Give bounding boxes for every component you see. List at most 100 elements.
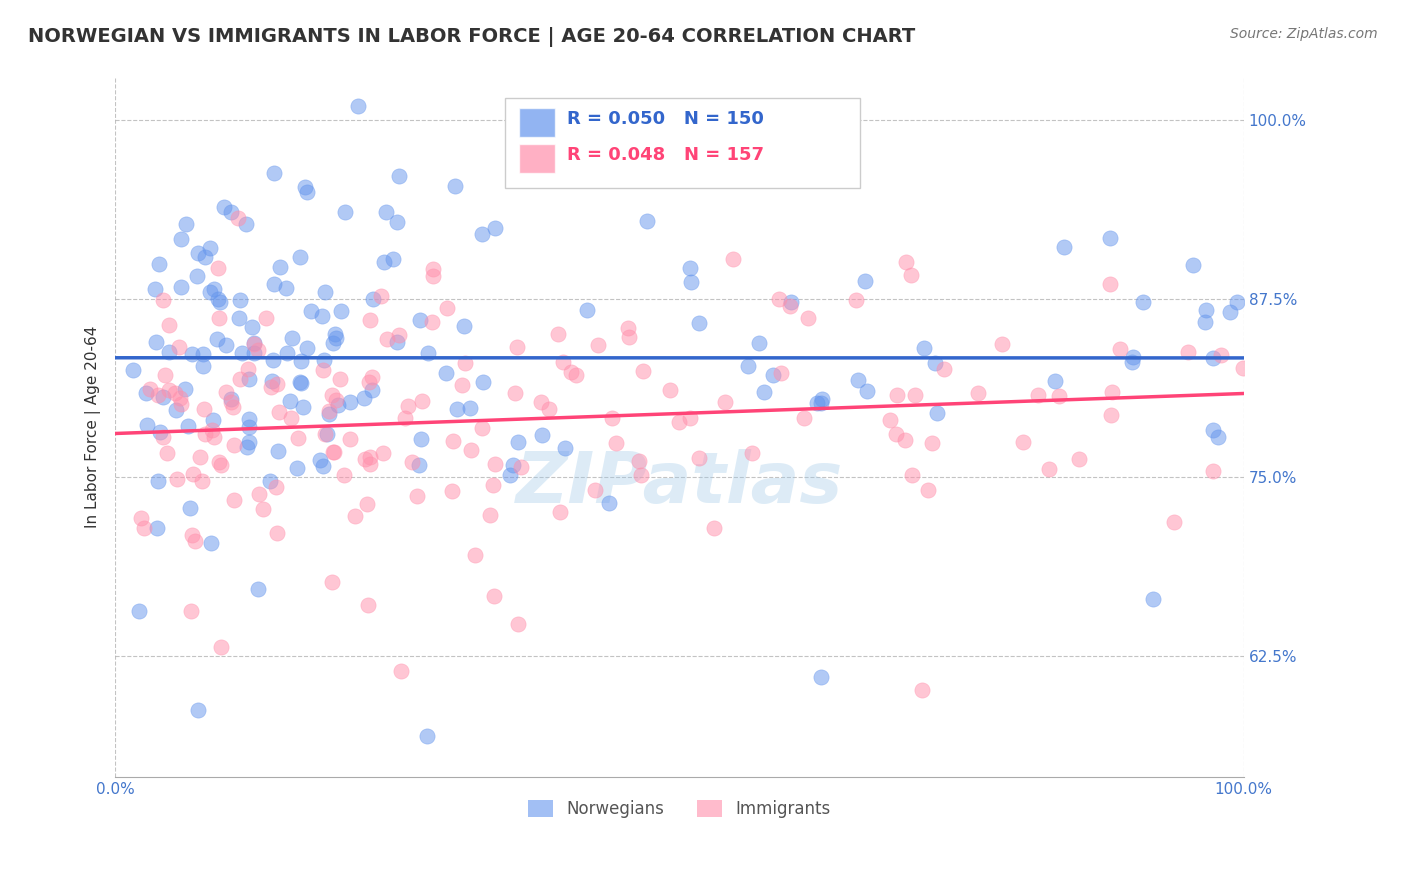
Point — [422, 262, 444, 277]
Point — [266, 376, 288, 391]
Point — [146, 474, 169, 488]
Point — [659, 383, 682, 397]
Point — [312, 458, 335, 473]
Point — [900, 268, 922, 282]
Point — [163, 386, 186, 401]
Point — [454, 356, 477, 370]
Point — [200, 423, 222, 437]
Point — [1177, 345, 1199, 359]
Point — [1194, 315, 1216, 329]
Point — [152, 293, 174, 308]
Point — [748, 335, 770, 350]
Point — [451, 377, 474, 392]
Point — [187, 703, 209, 717]
Point — [186, 269, 208, 284]
Point — [856, 384, 879, 399]
Point — [153, 368, 176, 383]
FancyBboxPatch shape — [519, 144, 555, 173]
Point — [290, 376, 312, 391]
Point — [260, 374, 283, 388]
Point — [294, 180, 316, 194]
Point — [617, 330, 640, 344]
Point — [1099, 408, 1122, 422]
Point — [157, 383, 180, 397]
Point — [186, 246, 208, 260]
Point — [184, 533, 207, 548]
Point — [911, 682, 934, 697]
Text: ZIPatlas: ZIPatlas — [516, 449, 844, 517]
Point — [181, 467, 204, 481]
Point — [247, 487, 270, 501]
Point — [170, 279, 193, 293]
Point — [262, 353, 284, 368]
Point — [806, 396, 828, 410]
Point — [894, 433, 917, 447]
Point — [768, 292, 790, 306]
Point — [200, 535, 222, 549]
Point — [1232, 361, 1254, 376]
Point — [346, 99, 368, 113]
Point — [375, 332, 398, 346]
Point — [927, 405, 949, 419]
Point — [912, 341, 935, 355]
Point — [420, 315, 443, 329]
Point — [229, 372, 252, 386]
Point — [321, 574, 343, 589]
Point — [339, 432, 361, 446]
Point — [471, 227, 494, 242]
Point — [1142, 592, 1164, 607]
Point — [617, 321, 640, 335]
Point — [361, 293, 384, 307]
Text: Source: ZipAtlas.com: Source: ZipAtlas.com — [1230, 27, 1378, 41]
Point — [325, 392, 347, 407]
Point — [209, 295, 232, 310]
Point — [894, 254, 917, 268]
Point — [394, 410, 416, 425]
Point — [222, 400, 245, 414]
Point — [219, 204, 242, 219]
Point — [353, 391, 375, 405]
Point — [1206, 430, 1229, 444]
Point — [422, 268, 444, 283]
Point — [167, 341, 190, 355]
Point — [170, 397, 193, 411]
Point — [506, 341, 529, 355]
Point — [560, 365, 582, 379]
Point — [263, 166, 285, 180]
Point — [222, 493, 245, 508]
Point — [508, 434, 530, 449]
Point — [177, 418, 200, 433]
Point — [796, 311, 818, 326]
Point — [207, 293, 229, 307]
Point — [737, 359, 759, 374]
Point — [145, 335, 167, 350]
Point — [146, 388, 169, 402]
Point — [215, 338, 238, 352]
Point — [170, 232, 193, 246]
Point — [190, 474, 212, 488]
FancyBboxPatch shape — [505, 98, 860, 188]
Point — [406, 489, 429, 503]
Point — [243, 337, 266, 351]
Point — [721, 252, 744, 267]
Point — [482, 477, 505, 491]
Point — [201, 413, 224, 427]
Point — [222, 438, 245, 452]
Point — [810, 670, 832, 684]
Point — [280, 410, 302, 425]
Point — [441, 483, 464, 498]
Point — [505, 385, 527, 400]
Point — [325, 330, 347, 344]
Point — [290, 375, 312, 389]
Point — [382, 252, 405, 266]
Point — [314, 353, 336, 368]
Point — [436, 301, 458, 315]
Point — [188, 450, 211, 464]
Point — [553, 355, 575, 369]
Point — [156, 446, 179, 460]
Point — [1098, 277, 1121, 291]
Point — [202, 430, 225, 444]
Point — [502, 458, 524, 472]
Point — [266, 526, 288, 541]
Point — [325, 327, 347, 342]
